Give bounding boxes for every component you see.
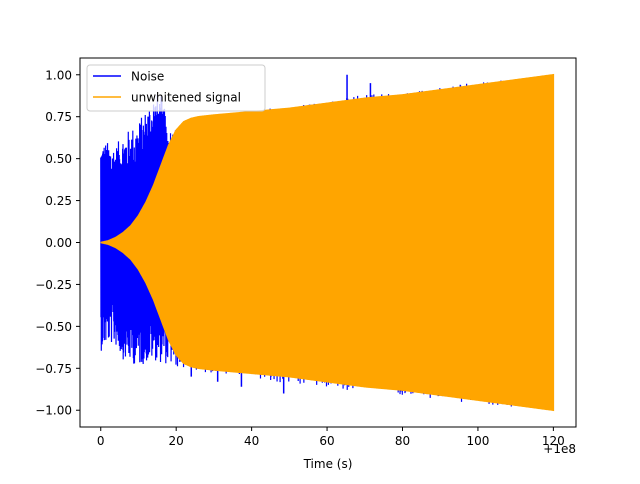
x-axis-label: Time (s) [303,457,353,471]
y-tick-label: 0.50 [45,152,72,166]
x-axis-offset-label: +1e8 [543,442,576,456]
ticks: 0 20 40 60 80 100 120 −1.00 −0.75 −0.50 −0.25 0.00 0… [35,68,565,448]
x-tick-label: 20 [169,434,184,448]
y-tick-label: 0.00 [45,236,72,250]
legend-label-noise: Noise [131,70,164,84]
y-tick-label: −1.00 [35,404,72,418]
y-tick-label: −0.25 [35,278,72,292]
x-tick-label: 120 [542,434,565,448]
x-tick-label: 100 [466,434,489,448]
plot-area [100,73,555,412]
legend-frame [86,64,266,112]
x-tick-label: 40 [244,434,259,448]
legend-label-unwhitened-signal: unwhitened signal [131,91,241,105]
y-tick-label: 0.25 [45,194,72,208]
x-tick-label: 80 [395,434,410,448]
y-tick-label: −0.75 [35,362,72,376]
x-tick-label: 60 [319,434,334,448]
unwhitened-signal-series-line [100,73,555,412]
y-tick-label: 1.00 [45,68,72,82]
y-tick-label: −0.50 [35,320,72,334]
x-tick-label: 0 [97,434,105,448]
y-tick-label: 0.75 [45,110,72,124]
legend: Noise unwhitened signal [86,64,266,112]
